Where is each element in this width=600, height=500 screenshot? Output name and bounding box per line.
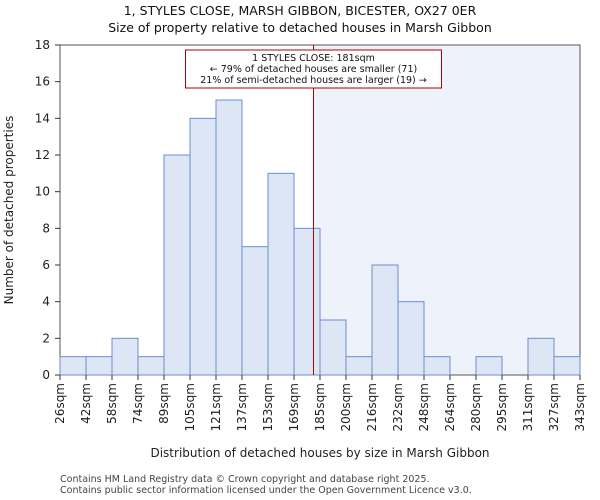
bar-327sqm bbox=[553, 356, 581, 376]
x-tick-label-327sqm: 327sqm bbox=[547, 383, 561, 431]
x-tick-label-232sqm: 232sqm bbox=[391, 383, 405, 431]
footer-line-2: Contains public sector information licen… bbox=[60, 485, 472, 496]
y-tick-label-2: 2 bbox=[42, 331, 50, 345]
bar-89sqm bbox=[163, 154, 191, 376]
bar-311sqm bbox=[527, 337, 555, 376]
bar-216sqm bbox=[371, 264, 399, 376]
bar-137sqm bbox=[241, 246, 269, 376]
annotation-line-2: ← 79% of detached houses are smaller (71… bbox=[210, 64, 417, 75]
y-tick-label-8: 8 bbox=[42, 221, 50, 235]
x-tick-label-169sqm: 169sqm bbox=[287, 383, 301, 431]
x-tick-label-42sqm: 42sqm bbox=[79, 383, 93, 424]
chart-title: 1, STYLES CLOSE, MARSH GIBBON, BICESTER,… bbox=[124, 3, 477, 18]
x-tick-label-137sqm: 137sqm bbox=[235, 383, 249, 431]
x-tick-label-248sqm: 248sqm bbox=[417, 383, 431, 431]
highlight-region bbox=[313, 45, 580, 375]
x-axis-label: Distribution of detached houses by size … bbox=[150, 446, 489, 460]
bar-248sqm bbox=[423, 356, 451, 376]
y-tick-label-16: 16 bbox=[35, 75, 50, 89]
y-tick-label-10: 10 bbox=[35, 185, 50, 199]
x-tick-label-295sqm: 295sqm bbox=[495, 383, 509, 431]
y-tick-label-0: 0 bbox=[42, 368, 50, 382]
x-tick-label-280sqm: 280sqm bbox=[469, 383, 483, 431]
x-tick-label-216sqm: 216sqm bbox=[365, 383, 379, 431]
x-tick-label-121sqm: 121sqm bbox=[209, 383, 223, 431]
bar-26sqm bbox=[59, 356, 87, 376]
bar-58sqm bbox=[111, 337, 139, 376]
x-tick-label-264sqm: 264sqm bbox=[443, 383, 457, 431]
bar-232sqm bbox=[397, 301, 425, 376]
y-tick-label-6: 6 bbox=[42, 258, 50, 272]
bar-121sqm bbox=[215, 99, 243, 376]
chart-subtitle: Size of property relative to detached ho… bbox=[108, 20, 492, 35]
x-tick-label-26sqm: 26sqm bbox=[53, 383, 67, 424]
y-tick-label-18: 18 bbox=[35, 38, 50, 52]
bar-169sqm bbox=[293, 227, 321, 376]
bar-74sqm bbox=[137, 356, 165, 376]
annotation-box bbox=[185, 49, 442, 89]
bar-185sqm bbox=[319, 319, 347, 376]
bar-42sqm bbox=[85, 356, 113, 376]
x-tick-label-89sqm: 89sqm bbox=[157, 383, 171, 424]
annotation-line-1: 1 STYLES CLOSE: 181sqm bbox=[252, 53, 375, 64]
x-tick-label-58sqm: 58sqm bbox=[105, 383, 119, 424]
x-tick-label-74sqm: 74sqm bbox=[131, 383, 145, 424]
y-tick-label-4: 4 bbox=[42, 295, 50, 309]
bar-200sqm bbox=[345, 356, 373, 376]
footer-line-1: Contains HM Land Registry data © Crown c… bbox=[60, 474, 430, 485]
x-tick-label-200sqm: 200sqm bbox=[339, 383, 353, 431]
bar-280sqm bbox=[475, 356, 503, 376]
y-tick-label-14: 14 bbox=[35, 111, 50, 125]
y-axis-label: Number of detached properties bbox=[2, 116, 16, 305]
annotation-line-3: 21% of semi-detached houses are larger (… bbox=[200, 75, 427, 86]
x-tick-label-153sqm: 153sqm bbox=[261, 383, 275, 431]
y-tick-label-12: 12 bbox=[35, 148, 50, 162]
x-tick-label-185sqm: 185sqm bbox=[313, 383, 327, 431]
x-tick-label-343sqm: 343sqm bbox=[573, 383, 587, 431]
x-tick-label-311sqm: 311sqm bbox=[521, 383, 535, 431]
bar-153sqm bbox=[267, 172, 295, 376]
plot-area: 0 2 4 6 8 10 12 14 16 18 26sqm 42sqm 58sqm 74sqm 89sqm… bbox=[35, 38, 587, 431]
bar-105sqm bbox=[189, 117, 217, 376]
x-tick-label-105sqm: 105sqm bbox=[183, 383, 197, 431]
